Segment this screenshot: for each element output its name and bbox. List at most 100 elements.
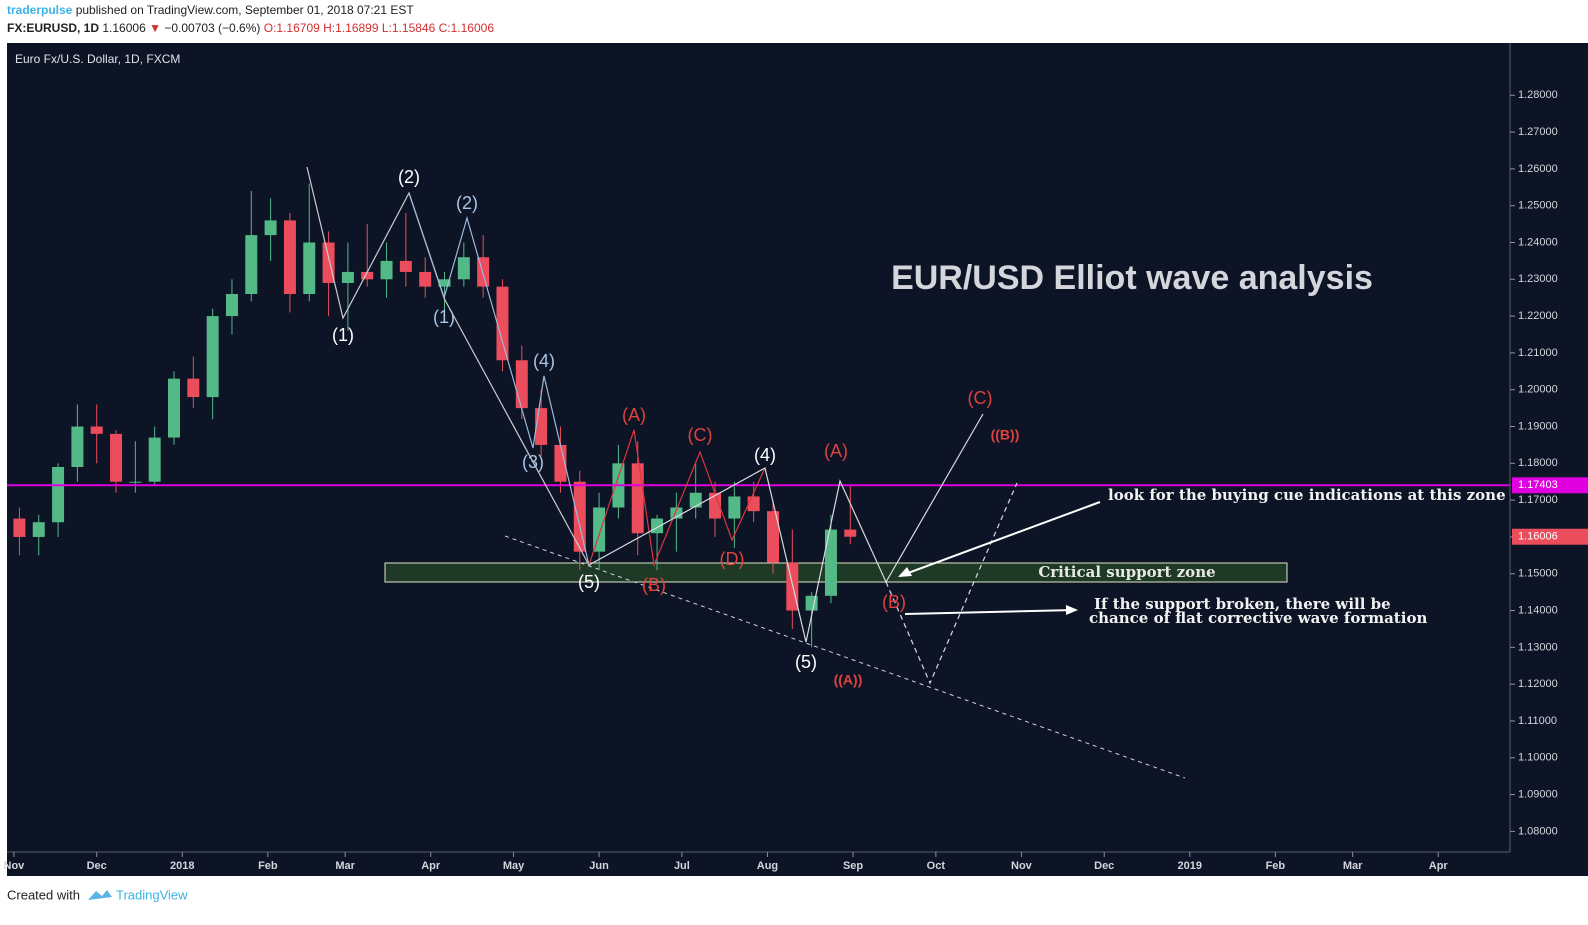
wave-label: (C) xyxy=(688,425,713,445)
wave-label: (3) xyxy=(522,452,544,472)
wave-label: (D) xyxy=(720,549,745,569)
wave-label: ((A)) xyxy=(834,672,863,688)
y-tick-label: 1.14000 xyxy=(1518,604,1558,616)
x-tick-label: Feb xyxy=(258,860,278,872)
x-tick-label: 2019 xyxy=(1178,860,1202,872)
wave-label: (A) xyxy=(824,441,848,461)
candle-body xyxy=(187,378,200,398)
x-tick-label: Aug xyxy=(757,860,778,872)
open: O:1.16709 xyxy=(264,21,320,35)
wave-label: (4) xyxy=(533,351,555,371)
candle-body xyxy=(90,426,103,434)
y-tick-label: 1.12000 xyxy=(1518,678,1558,690)
candle-body xyxy=(322,242,335,283)
y-tick-label: 1.09000 xyxy=(1518,788,1558,800)
y-tick-label: 1.22000 xyxy=(1518,310,1558,322)
candle-body xyxy=(399,260,412,272)
wave-label: (B) xyxy=(642,575,666,595)
candle-body xyxy=(670,507,683,519)
arrow xyxy=(899,501,1101,577)
wave-label: ((B)) xyxy=(991,427,1020,443)
footer-created: Created with xyxy=(7,887,80,902)
y-tick-label: 1.10000 xyxy=(1518,752,1558,764)
candle-body xyxy=(766,511,779,563)
candle-body xyxy=(844,529,857,537)
y-tick-label: 1.20000 xyxy=(1518,384,1558,396)
author: traderpulse xyxy=(7,3,73,17)
y-tick-label: 1.21000 xyxy=(1518,347,1558,359)
zone-label: Critical support zone xyxy=(1038,563,1215,581)
y-tick-label: 1.25000 xyxy=(1518,200,1558,212)
note: chance of flat corrective wave formation xyxy=(1089,609,1427,627)
footer-brand: TradingView xyxy=(116,887,188,902)
trendline xyxy=(504,535,1186,779)
candle-body xyxy=(515,360,528,409)
candle-body xyxy=(593,507,606,552)
y-tick-label: 1.18000 xyxy=(1518,457,1558,469)
symbol: FX:EURUSD, 1D xyxy=(7,21,99,35)
candle-body xyxy=(32,522,45,537)
y-tick-label: 1.23000 xyxy=(1518,273,1558,285)
y-tick-label: 1.11000 xyxy=(1518,715,1557,727)
wave-label: (4) xyxy=(754,445,776,465)
candle-body xyxy=(13,518,26,537)
y-tick-label: 1.15000 xyxy=(1518,568,1558,580)
wave-line xyxy=(885,482,1018,685)
note: look for the buying cue indications at t… xyxy=(1108,486,1506,504)
arrow xyxy=(904,609,1076,615)
y-tick-label: 1.08000 xyxy=(1518,825,1558,837)
arrowhead xyxy=(1066,605,1078,615)
x-tick-label: Dec xyxy=(87,860,107,872)
change: −0.00703 (−0.6%) xyxy=(164,21,260,35)
y-tick-label: 1.26000 xyxy=(1518,163,1558,175)
x-tick-label: May xyxy=(503,860,525,872)
chart-title: EUR/USD Elliot wave analysis xyxy=(891,259,1373,297)
candle-body xyxy=(457,257,470,280)
candle-body xyxy=(689,492,702,508)
candle-body xyxy=(709,492,722,519)
candle-body xyxy=(225,294,238,317)
x-tick-label: Jun xyxy=(589,860,609,872)
wave-line xyxy=(408,192,590,566)
chart-bg xyxy=(7,43,1588,876)
close: C:1.16006 xyxy=(439,21,495,35)
wave-label: (A) xyxy=(622,405,646,425)
tv-logo xyxy=(88,890,112,900)
candle-body xyxy=(245,235,258,295)
candle-body xyxy=(148,437,161,482)
y-tick-label: 1.28000 xyxy=(1518,89,1558,101)
wave-label: (1) xyxy=(433,307,455,327)
candle-body xyxy=(573,481,586,552)
candle-body xyxy=(419,271,432,287)
hline-badge xyxy=(1512,477,1588,494)
hline-label: 1.17403 xyxy=(1518,479,1558,491)
last: 1.16006 xyxy=(102,21,146,35)
x-tick-label: Jul xyxy=(674,860,690,872)
y-tick-label: 1.27000 xyxy=(1518,126,1558,138)
candle-body xyxy=(303,242,316,295)
candle-body xyxy=(283,220,296,295)
candle-body xyxy=(110,433,123,482)
wave-line xyxy=(588,413,984,643)
candle-body xyxy=(206,316,219,398)
wave-label: (1) xyxy=(332,325,354,345)
header-line1: traderpulse published on TradingView.com… xyxy=(7,3,414,17)
candle-body xyxy=(554,444,567,482)
x-tick-label: Sep xyxy=(843,860,863,872)
last-badge xyxy=(1512,528,1588,545)
candle-body xyxy=(651,518,664,534)
x-tick-label: Apr xyxy=(421,860,441,872)
x-tick-label: Apr xyxy=(1429,860,1449,872)
y-tick-label: 1.24000 xyxy=(1518,236,1558,248)
candle-body xyxy=(535,408,548,445)
wave-label: (5) xyxy=(795,652,817,672)
arrow: ▼ xyxy=(149,21,161,35)
candle-body xyxy=(129,481,142,483)
candle-body xyxy=(52,467,65,523)
candle-body xyxy=(168,378,180,438)
candle-body xyxy=(264,220,277,236)
wave-label: (B) xyxy=(882,592,906,612)
x-tick-label: Oct xyxy=(927,860,946,872)
candle-body xyxy=(380,260,393,280)
